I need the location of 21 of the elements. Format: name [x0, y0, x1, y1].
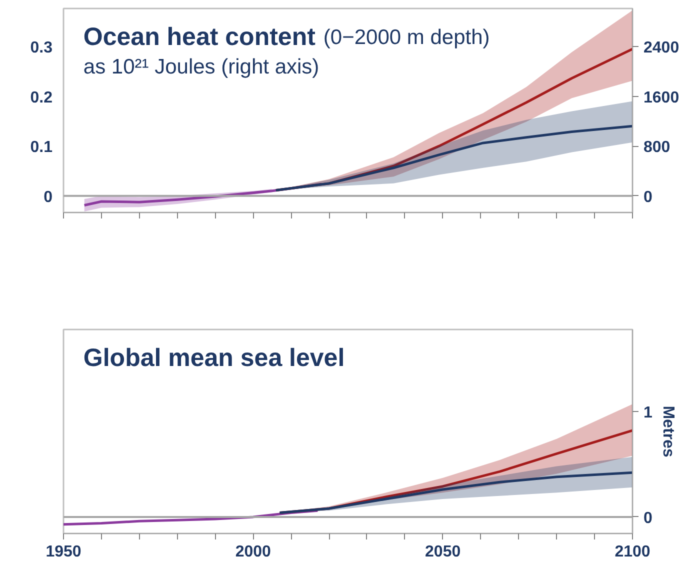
y-tick-label: 0: [44, 189, 53, 206]
y-tick-label: 0.2: [30, 89, 53, 106]
y2-tick-label: 800: [644, 139, 670, 156]
text: Global mean sea level: [83, 344, 345, 372]
y2-tick-label: 2400: [644, 39, 680, 56]
line-series: [274, 124, 632, 192]
x-tick-label: 1950: [46, 544, 82, 560]
y-tick-label: 0.3: [30, 39, 53, 56]
x-tick-label: 2050: [425, 544, 461, 560]
annotation: as 10²¹ Joules (right axis): [83, 55, 320, 78]
y2-tick-label: 0: [644, 510, 652, 527]
text: Ocean heat content: [83, 22, 316, 51]
x-tick-label: 2000: [235, 544, 272, 560]
y2-axis-title: Metres: [659, 406, 676, 458]
line-series: [278, 471, 632, 514]
y2-tick-label: 1: [644, 404, 652, 422]
y2-tick-label: 1600: [644, 89, 680, 106]
y2-tick-label: 0: [644, 188, 652, 206]
x-tick-label: 2100: [614, 544, 650, 560]
text: (0−2000 m depth): [323, 26, 490, 49]
y-tick-label: 0.1: [30, 139, 53, 156]
